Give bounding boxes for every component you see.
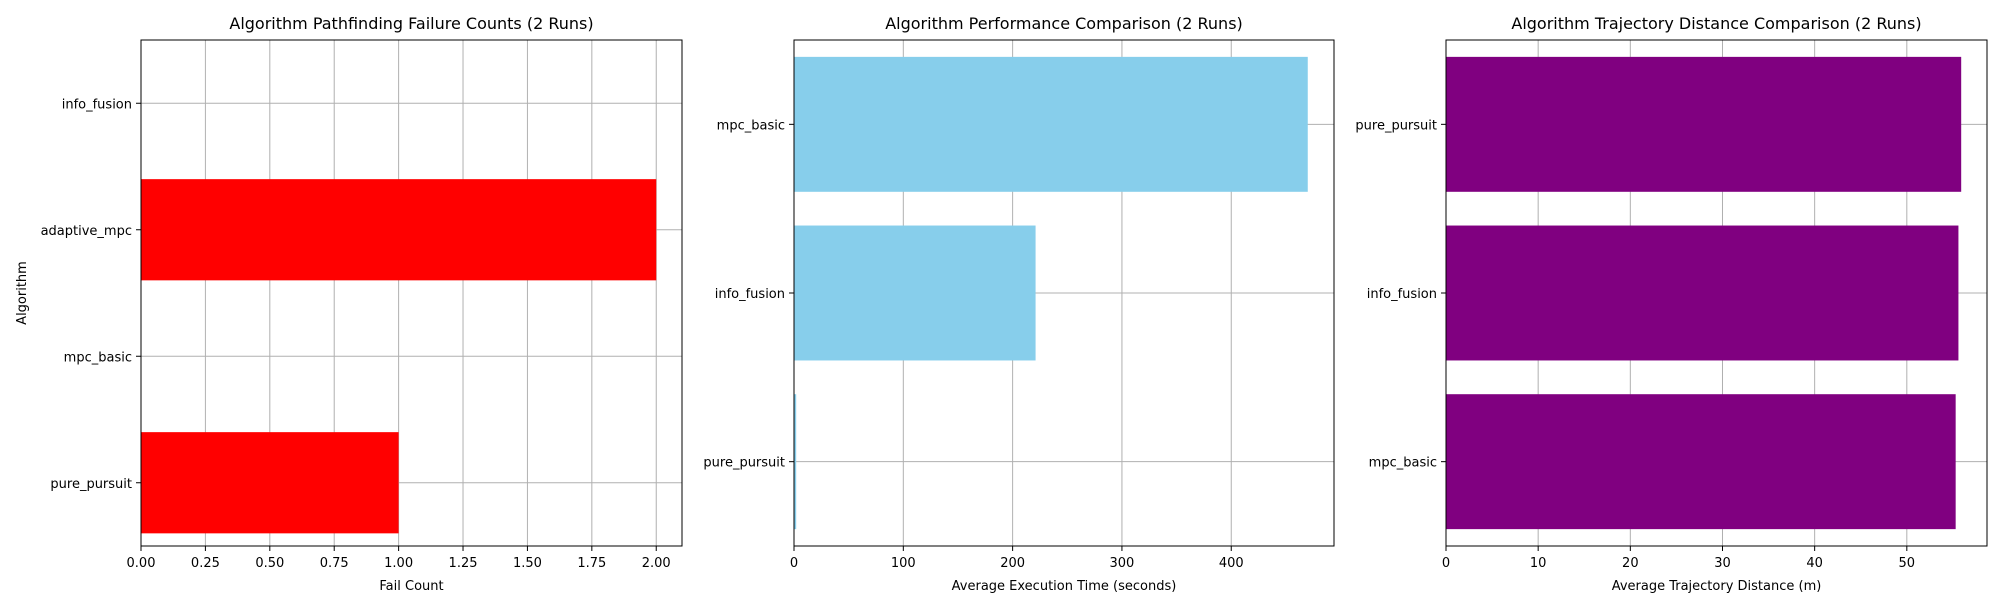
bar-pure-pursuit (794, 394, 797, 530)
bar-info-fusion (1446, 225, 1959, 361)
bar-adaptive-mpc (141, 179, 657, 281)
category-label-info-fusion: info_fusion (1367, 287, 1437, 302)
x-tick-label: 10 (1530, 556, 1547, 571)
x-tick-label: 200 (1000, 556, 1025, 571)
plot-frame (140, 39, 683, 547)
category-label-pure-pursuit: pure_pursuit (50, 477, 132, 492)
x-tick-label: 400 (1219, 556, 1244, 571)
chart-2: 0 100 200 300 400 pure_pursuit info_fusion mpc_… (703, 14, 1335, 594)
x-tick-label: 0.25 (191, 556, 220, 571)
category-label-adaptive-mpc: adaptive_mpc (41, 224, 132, 239)
x-axis-label: Fail Count (379, 579, 443, 594)
x-tick-label: 1.00 (384, 556, 413, 571)
category-label-pure-pursuit: pure_pursuit (703, 456, 785, 471)
x-tick-label: 300 (1110, 556, 1135, 571)
x-tick-label: 30 (1714, 556, 1731, 571)
bar-mpc-basic (794, 56, 1308, 192)
chart-title: Algorithm Pathfinding Failure Counts (2 … (229, 14, 593, 33)
x-tick-label: 100 (891, 556, 916, 571)
x-tick-label: 20 (1622, 556, 1639, 571)
category-label-info-fusion: info_fusion (62, 97, 132, 112)
category-label-info-fusion: info_fusion (715, 287, 785, 302)
x-tick-label: 1.50 (513, 556, 542, 571)
x-tick-label: 40 (1806, 556, 1823, 571)
chart-3: 0 10 20 30 40 50 mpc_basic info_fusion pure_purs… (1355, 14, 1988, 594)
x-tick-label: 1.25 (449, 556, 478, 571)
category-label-mpc-basic: mpc_basic (64, 350, 132, 365)
x-axis-label: Average Trajectory Distance (m) (1612, 579, 1822, 594)
chart-1: 0.00 0.25 0.50 0.75 1.00 1.25 1.50 1.75 2.00 pure… (15, 14, 683, 594)
x-tick-label: 0.00 (127, 556, 156, 571)
x-axis-label: Average Execution Time (seconds) (952, 579, 1177, 594)
bar-pure-pursuit (1446, 56, 1962, 192)
bar-info-fusion (794, 225, 1036, 361)
x-tick-label: 0 (790, 556, 798, 571)
x-tick-label: 0 (1442, 556, 1450, 571)
bar-mpc-basic (1446, 394, 1956, 530)
category-label-mpc-basic: mpc_basic (1369, 456, 1437, 471)
bar-pure-pursuit (141, 432, 399, 534)
chart-title: Algorithm Trajectory Distance Comparison… (1511, 14, 1921, 33)
x-tick-label: 2.00 (642, 556, 671, 571)
x-tick-label: 50 (1899, 556, 1916, 571)
category-label-mpc-basic: mpc_basic (717, 118, 785, 133)
chart-title: Algorithm Performance Comparison (2 Runs… (885, 14, 1243, 33)
y-axis-label: Algorithm (15, 261, 30, 325)
x-tick-label: 1.75 (577, 556, 606, 571)
x-tick-label: 0.75 (320, 556, 349, 571)
x-tick-label: 0.50 (255, 556, 284, 571)
category-label-pure-pursuit: pure_pursuit (1355, 118, 1437, 133)
